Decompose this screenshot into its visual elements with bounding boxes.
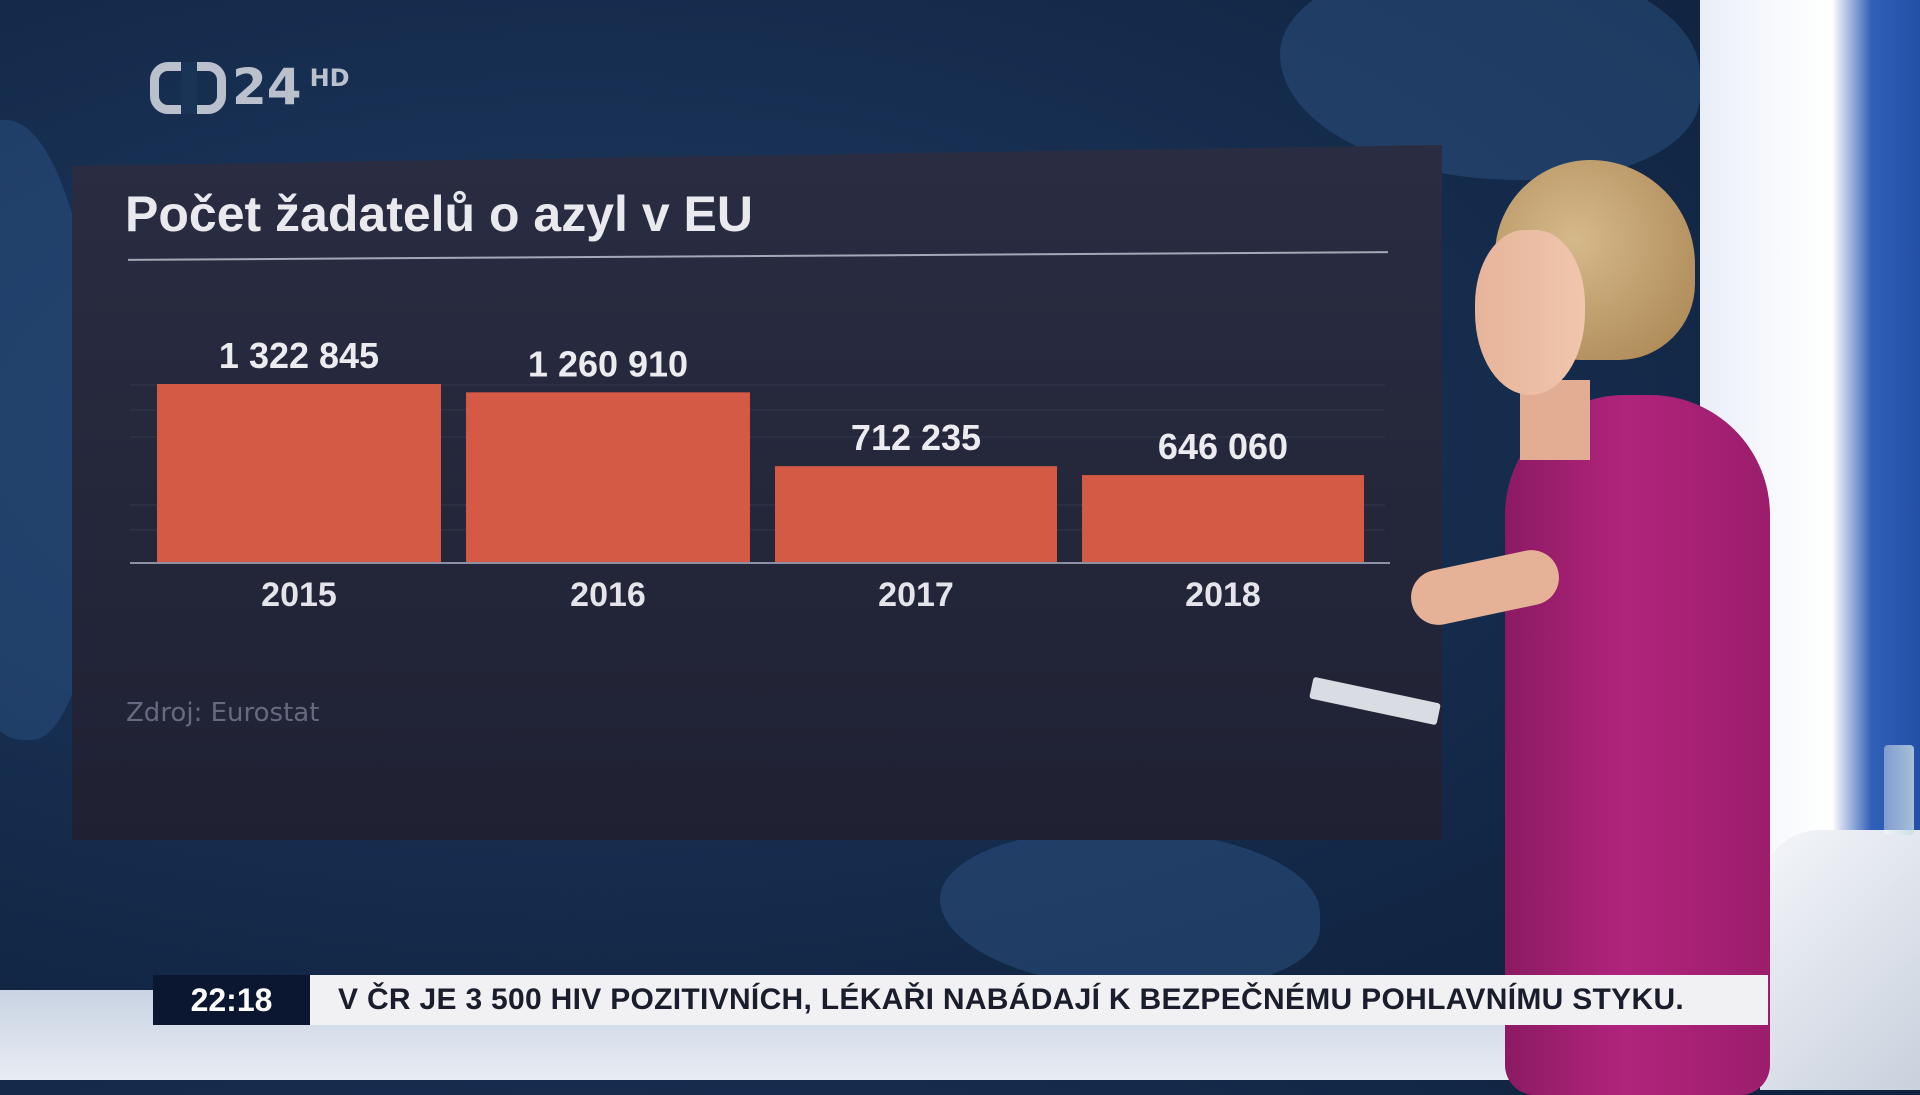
ticker-headline: V ČR JE 3 500 HIV POZITIVNÍCH, LÉKAŘI NA… (310, 975, 1768, 1025)
value-label-2018: 646 060 (1158, 426, 1288, 467)
presenter (1309, 160, 1780, 1095)
bar-2015 (157, 384, 441, 562)
category-label-2016: 2016 (570, 576, 646, 614)
ct-logo-icon (150, 62, 226, 114)
map-landmass-bottom (940, 830, 1320, 990)
channel-logo: 24 HD (150, 62, 350, 114)
ticker-time: 22:18 (153, 975, 310, 1025)
value-label-2017: 712 235 (851, 417, 981, 458)
category-label-2015: 2015 (261, 576, 337, 614)
water-glass (1884, 745, 1914, 835)
bar-2017 (775, 466, 1057, 562)
value-label-2016: 1 260 910 (528, 343, 688, 384)
value-label-2015: 1 322 845 (219, 335, 379, 376)
chart-title: Počet žadatelů o azyl v EU (125, 186, 753, 242)
bar-2018 (1082, 475, 1364, 562)
chart-source: Zdroj: Eurostat (126, 698, 320, 728)
category-label-2018: 2018 (1185, 576, 1261, 614)
logo-number: 24 (232, 58, 302, 116)
category-label-2017: 2017 (878, 576, 954, 614)
news-ticker: 22:18 V ČR JE 3 500 HIV POZITIVNÍCH, LÉK… (153, 975, 1768, 1025)
bar-2016 (466, 392, 750, 562)
studio-desk (1760, 830, 1920, 1090)
presenter-face (1475, 230, 1585, 395)
logo-hd: HD (309, 64, 350, 92)
